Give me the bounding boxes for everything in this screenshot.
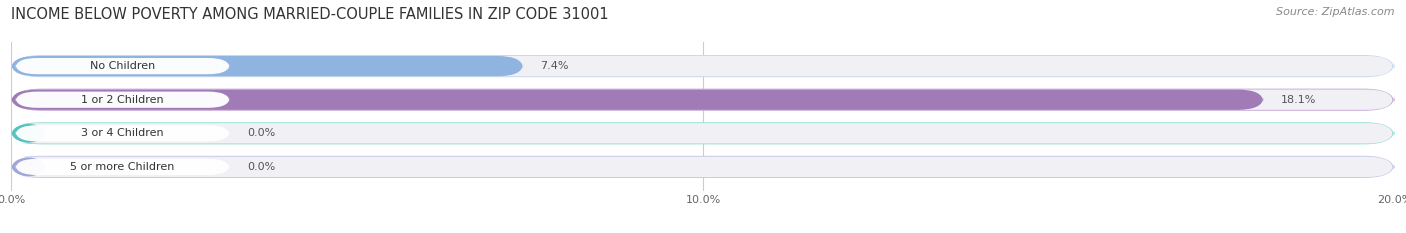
Text: 5 or more Children: 5 or more Children — [70, 162, 174, 172]
FancyBboxPatch shape — [15, 92, 229, 108]
FancyBboxPatch shape — [11, 156, 1395, 178]
FancyBboxPatch shape — [13, 56, 1393, 76]
Text: 18.1%: 18.1% — [1281, 95, 1316, 105]
FancyBboxPatch shape — [15, 125, 229, 141]
Text: No Children: No Children — [90, 61, 155, 71]
FancyBboxPatch shape — [15, 159, 229, 175]
FancyBboxPatch shape — [11, 89, 1264, 110]
Text: 3 or 4 Children: 3 or 4 Children — [82, 128, 165, 138]
FancyBboxPatch shape — [11, 55, 1395, 77]
Text: Source: ZipAtlas.com: Source: ZipAtlas.com — [1277, 7, 1395, 17]
FancyBboxPatch shape — [13, 123, 1393, 144]
FancyBboxPatch shape — [11, 123, 46, 144]
FancyBboxPatch shape — [15, 58, 229, 74]
FancyBboxPatch shape — [11, 122, 1395, 144]
Text: 0.0%: 0.0% — [247, 128, 276, 138]
FancyBboxPatch shape — [13, 89, 1393, 110]
Text: 0.0%: 0.0% — [247, 162, 276, 172]
FancyBboxPatch shape — [11, 56, 523, 76]
Text: INCOME BELOW POVERTY AMONG MARRIED-COUPLE FAMILIES IN ZIP CODE 31001: INCOME BELOW POVERTY AMONG MARRIED-COUPL… — [11, 7, 609, 22]
Text: 7.4%: 7.4% — [540, 61, 569, 71]
FancyBboxPatch shape — [13, 157, 1393, 177]
Text: 1 or 2 Children: 1 or 2 Children — [82, 95, 165, 105]
FancyBboxPatch shape — [11, 157, 46, 177]
FancyBboxPatch shape — [11, 89, 1395, 111]
